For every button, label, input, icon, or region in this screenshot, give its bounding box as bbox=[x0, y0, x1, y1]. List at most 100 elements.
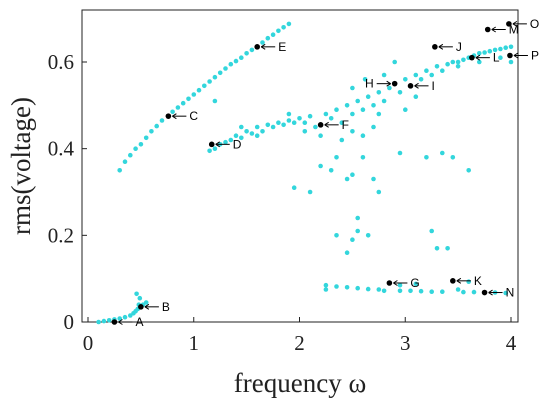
point-arrowhead bbox=[386, 80, 391, 87]
data-point bbox=[313, 124, 318, 130]
point-arrowhead bbox=[491, 26, 496, 33]
data-point bbox=[424, 155, 429, 160]
data-point bbox=[117, 168, 122, 173]
data-point bbox=[244, 129, 249, 134]
data-point bbox=[487, 48, 493, 54]
data-point bbox=[96, 319, 101, 325]
data-point bbox=[133, 146, 138, 151]
point-arrowhead bbox=[475, 54, 481, 61]
labeled-point-marker bbox=[254, 44, 260, 50]
data-point bbox=[482, 50, 487, 55]
data-point bbox=[318, 163, 323, 169]
labeled-point-marker bbox=[507, 52, 513, 59]
y-tick-label: 0.4 bbox=[48, 137, 75, 161]
data-point bbox=[212, 98, 218, 104]
point-arrowhead bbox=[215, 141, 220, 148]
data-point bbox=[344, 176, 350, 182]
data-point bbox=[397, 282, 403, 288]
data-point bbox=[334, 284, 339, 289]
data-point bbox=[196, 87, 202, 93]
data-point bbox=[291, 120, 297, 125]
data-point bbox=[371, 103, 376, 108]
data-point bbox=[281, 25, 286, 30]
data-point bbox=[403, 107, 408, 112]
point-arrowhead bbox=[414, 82, 419, 89]
point-arrowhead bbox=[393, 280, 398, 286]
data-point bbox=[355, 285, 361, 291]
data-point bbox=[323, 111, 329, 117]
data-point bbox=[276, 120, 281, 125]
x-tick-label: 1 bbox=[189, 331, 200, 355]
data-point bbox=[413, 94, 419, 99]
labeled-point-marker bbox=[386, 280, 393, 286]
data-point bbox=[270, 32, 276, 37]
data-point bbox=[334, 107, 339, 112]
data-point bbox=[365, 286, 371, 292]
point-label: L bbox=[493, 51, 500, 65]
data-point bbox=[122, 314, 128, 320]
data-point bbox=[175, 105, 181, 110]
labeled-point-marker bbox=[317, 122, 324, 128]
axis-ticks: 0 1 2 3 4 0 0.2 0.4 0.6 bbox=[48, 50, 517, 355]
data-point bbox=[281, 122, 286, 128]
point-arrowhead bbox=[260, 43, 266, 50]
data-point bbox=[461, 289, 466, 295]
labeled-point-marker bbox=[111, 319, 118, 325]
data-point bbox=[265, 122, 271, 128]
data-point bbox=[328, 168, 334, 173]
data-point bbox=[418, 77, 424, 82]
data-point bbox=[276, 28, 281, 34]
data-point bbox=[291, 185, 297, 190]
data-point bbox=[397, 150, 403, 156]
point-arrowhead bbox=[456, 277, 462, 284]
point-label: F bbox=[342, 118, 349, 132]
x-tick-label: 4 bbox=[506, 331, 517, 355]
data-point bbox=[365, 233, 371, 238]
data-point bbox=[244, 51, 249, 56]
data-point bbox=[360, 155, 366, 160]
data-point bbox=[159, 118, 165, 123]
point-label: E bbox=[278, 40, 286, 54]
data-point bbox=[202, 83, 207, 89]
data-point bbox=[307, 189, 313, 195]
y-tick-label: 0.6 bbox=[48, 50, 74, 74]
data-point bbox=[117, 316, 122, 321]
data-point bbox=[360, 133, 366, 138]
data-point bbox=[371, 124, 376, 130]
point-label: P bbox=[531, 49, 539, 63]
data-point bbox=[318, 133, 323, 138]
point-arrowhead bbox=[512, 20, 518, 27]
data-point bbox=[477, 59, 482, 65]
data-point bbox=[397, 90, 403, 95]
data-point bbox=[392, 59, 398, 65]
data-point bbox=[191, 92, 197, 97]
data-point bbox=[408, 288, 413, 294]
data-point bbox=[434, 64, 440, 69]
data-point bbox=[455, 64, 461, 69]
point-arrowhead bbox=[488, 289, 493, 296]
data-point bbox=[223, 139, 228, 145]
data-point bbox=[302, 120, 308, 125]
data-point bbox=[429, 72, 435, 78]
labeled-point-marker bbox=[481, 289, 488, 296]
data-point bbox=[350, 172, 355, 177]
data-point bbox=[228, 61, 234, 67]
data-point bbox=[508, 44, 514, 50]
data-point bbox=[355, 98, 361, 104]
data-point bbox=[376, 189, 382, 195]
point-label: D bbox=[233, 137, 242, 151]
data-point bbox=[154, 123, 159, 129]
data-point bbox=[302, 129, 308, 134]
data-point bbox=[440, 68, 445, 73]
data-point bbox=[413, 281, 419, 287]
point-arrowhead bbox=[324, 121, 329, 128]
data-point bbox=[286, 118, 292, 123]
data-point bbox=[233, 133, 239, 138]
data-point bbox=[498, 55, 503, 60]
labeled-point-marker bbox=[432, 44, 438, 50]
data-point bbox=[101, 318, 107, 324]
data-point bbox=[429, 289, 435, 295]
data-point bbox=[355, 215, 361, 221]
data-point bbox=[461, 57, 466, 63]
